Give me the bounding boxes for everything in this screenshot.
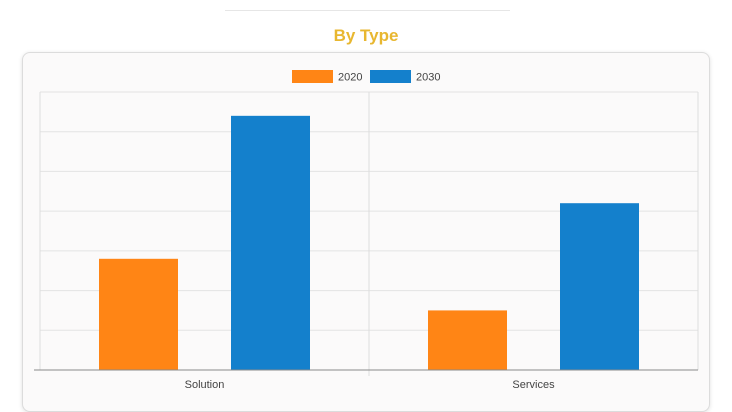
bar-2020-solution[interactable] <box>99 258 178 370</box>
x-tick-label: Services <box>512 379 555 391</box>
chart-legend: 2020 2030 <box>292 70 440 84</box>
bar-chart: 2020 2030 Solution Services <box>34 70 699 391</box>
bars <box>99 115 639 370</box>
bar-2030-solution[interactable] <box>231 115 310 370</box>
legend-label-2030[interactable]: 2030 <box>416 72 440 84</box>
bar-2030-services[interactable] <box>560 203 639 370</box>
legend-label-2020[interactable]: 2020 <box>338 72 362 84</box>
legend-swatch-2020[interactable] <box>292 70 333 83</box>
legend-swatch-2030[interactable] <box>370 70 411 83</box>
x-tick-label: Solution <box>185 379 225 391</box>
bar-2020-services[interactable] <box>428 310 507 370</box>
top-divider <box>225 10 510 11</box>
section-title: By Type <box>333 26 399 45</box>
x-axis: Solution Services <box>34 369 698 391</box>
